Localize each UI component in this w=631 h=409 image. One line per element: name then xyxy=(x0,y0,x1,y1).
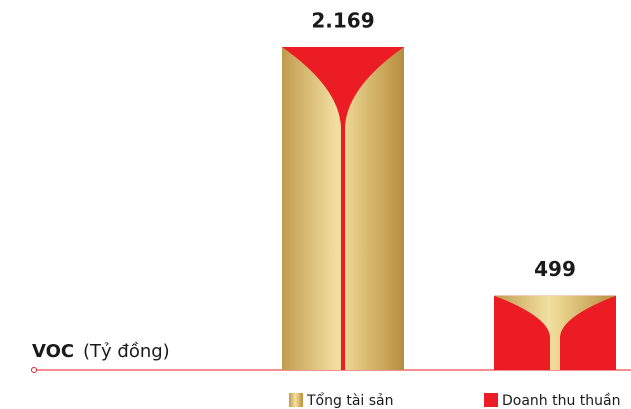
bar-decoration xyxy=(282,47,404,370)
legend-swatch xyxy=(289,393,303,407)
baseline-dot xyxy=(31,367,37,373)
legend-label: Doanh thu thuần xyxy=(502,393,621,409)
legend-swatch xyxy=(484,393,498,407)
chart-subtitle: (Tỷ đồng) xyxy=(83,341,170,362)
value-label: 2.169 xyxy=(311,9,374,33)
value-label: 499 xyxy=(534,257,576,281)
bar-decoration xyxy=(494,295,616,370)
legend-label: Tổng tài sản xyxy=(306,392,393,409)
chart-title: VOC xyxy=(32,341,74,362)
